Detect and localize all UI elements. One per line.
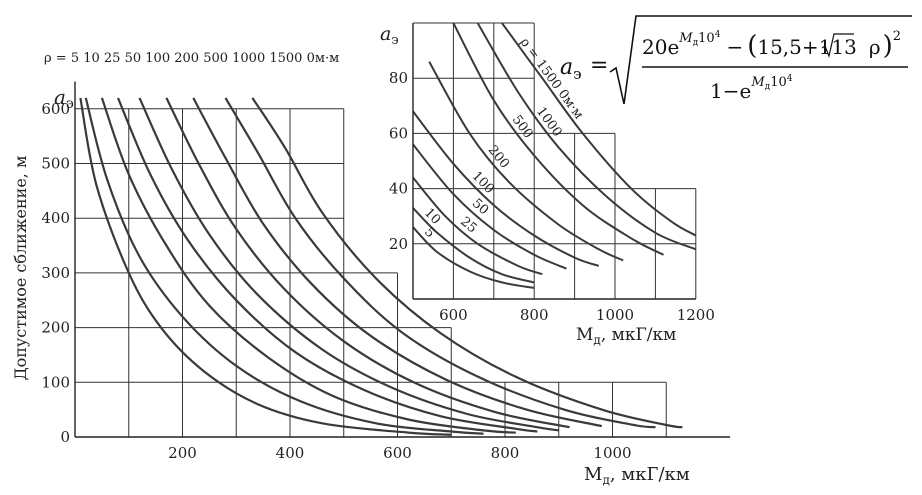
main-tick-labels: 200 400 600 800 1000 0 100 200 300 400 500 600 [41,100,631,462]
main-y-tick-label: 600 [41,100,70,118]
main-curve-rho-500 [192,97,603,428]
main-curve-rho-50 [116,97,538,433]
formula-sqrt-rho [821,33,854,59]
main-curves [79,97,683,436]
inset-curve-rho-200 [428,61,624,262]
main-curve-rho-200 [165,97,570,429]
main-y-tick-label: 500 [41,155,70,173]
inset-x-tick-label: 600 [439,306,468,324]
legend-entry-10: 10 [83,51,104,66]
inset-x-tick-label: 800 [520,306,549,324]
inset-y-tick-label: 80 [389,69,408,87]
legend-prefix: ρ = [44,51,71,66]
legend-entry-1500: 1500 [269,51,306,66]
formula-numerator: 20eMд104− (15,5+113 ρ)2 [642,29,901,61]
main-y-tick-label: 0 [60,428,70,446]
inset-grid [413,22,697,299]
inset-x-tick-label: 1200 [677,306,715,324]
inset-background [413,24,700,300]
main-x-tick-label: 1000 [593,444,631,462]
inset-y-tick-label: 20 [389,235,408,253]
legend-text: ρ = 5 10 25 50 100 200 500 1000 1500 0м·… [44,51,339,66]
legend-entry-100: 100 [145,51,174,66]
inset-curve-rho-100 [413,110,600,267]
inset-x-tick-label: 1000 [596,306,634,324]
main-y-symbol: aэ [54,85,74,112]
main-curve-rho-25 [100,97,516,434]
formula-denominator: 1−eMд104 [710,74,793,103]
inset-curve-rho-5 [413,226,535,289]
main-x-tick-label: 600 [383,444,412,462]
main-x-axis-title: Мд, мкГ/км [584,464,690,487]
legend-entry-25: 25 [104,51,125,66]
legend-entry-200: 200 [174,51,203,66]
legend: ρ = 5 10 25 50 100 200 500 1000 1500 0м·… [44,51,339,66]
main-y-tick-label: 100 [41,373,70,391]
inset-curve-rho-1500 [501,23,696,237]
main-y-tick-label: 400 [41,209,70,227]
inset-curve-rho-10 [413,207,535,284]
legend-entry-1000: 1000 [232,51,269,66]
legend-entry-5: 5 [71,51,83,66]
inset-curve-rho-50 [413,143,567,270]
main-y-tick-label: 200 [41,319,70,337]
legend-entry-50: 50 [125,51,146,66]
main-curve-rho-1500 [251,97,683,429]
inset-x-axis-title: Мд, мкГ/км [576,325,676,347]
formula-equals: = [590,53,608,78]
inset-curve-rho-25 [413,176,543,276]
main-axes [74,81,730,438]
main-curve-rho-100 [138,97,559,432]
inset-axes [412,23,696,300]
main-curve-rho-10 [84,97,484,435]
formula: aэ = 20eMд104− (15,5+113 ρ)2 1−eMд104 [560,15,912,105]
main-x-tick-label: 400 [276,444,305,462]
inset-y-symbol: aэ [380,23,399,48]
inset-curves [413,23,696,289]
formula-lhs: aэ [560,55,582,83]
legend-entry-500: 500 [203,51,232,66]
inset-tick-labels: 600 800 1000 1200 20 40 60 80 [389,69,715,324]
main-x-tick-label: 200 [168,444,197,462]
main-y-axis-title: Допустимое сближение, м [11,156,30,381]
formula-radical [609,15,912,105]
inset-curve-group [413,23,696,289]
main-curve-rho-1000 [224,97,656,429]
main-x-tick-label: 800 [491,444,520,462]
main-curve-rho-5 [79,97,452,436]
inset-y-tick-label: 40 [389,180,408,198]
legend-unit: 0м·м [307,51,340,66]
inset-y-tick-label: 60 [389,124,408,142]
main-y-tick-label: 300 [41,264,70,282]
inset-curve-rho-1000 [476,23,696,251]
inset-curve-rho-500 [452,23,664,256]
